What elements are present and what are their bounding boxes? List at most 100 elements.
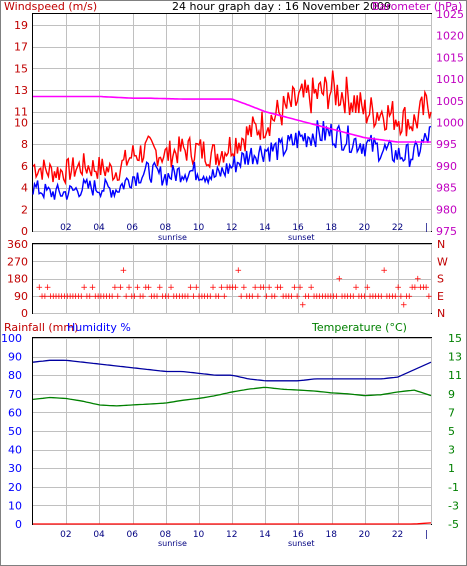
direction-point: + (265, 283, 273, 293)
direction-point: + (103, 292, 111, 302)
direction-point: + (380, 266, 388, 276)
direction-point: + (106, 292, 114, 302)
x-tick-label: 20 (359, 530, 371, 540)
x-tick-label: | (425, 223, 428, 233)
direction-point: + (341, 292, 349, 302)
wind-y-tick: 15 (14, 62, 28, 75)
direction-point: + (206, 292, 214, 302)
x-tick-label: 04 (93, 223, 105, 233)
direction-point: + (136, 292, 144, 302)
direction-point: + (302, 292, 310, 302)
baro-y-tick: 975 (436, 225, 457, 238)
direction-point: + (293, 292, 301, 302)
compass-label: N (437, 238, 445, 251)
direction-y-tick: 0 (21, 307, 28, 320)
humidity-y-tick: 100 (1, 332, 22, 345)
direction-y-tick: 270 (7, 255, 28, 268)
direction-point: + (288, 292, 296, 302)
direction-point: + (321, 292, 329, 302)
direction-point: + (195, 292, 203, 302)
direction-point: + (80, 283, 88, 293)
direction-y-tick: 360 (7, 238, 28, 251)
direction-point: + (142, 283, 150, 293)
direction-point: + (378, 292, 386, 302)
temperature-y-tick: -1 (448, 481, 459, 494)
direction-point: + (64, 292, 72, 302)
wind-y-tick: 19 (14, 19, 28, 32)
wind-y-tick: 10 (14, 117, 28, 130)
direction-point: + (35, 283, 43, 293)
direction-point: + (417, 283, 425, 293)
temperature-y-tick: 9 (448, 388, 455, 401)
temperature-y-tick: 15 (448, 332, 462, 345)
x-tick-label: 04 (93, 530, 105, 540)
sunset-label-2: sunset (288, 539, 315, 548)
x-tick-label: 06 (127, 223, 139, 233)
direction-point: + (58, 292, 66, 302)
direction-point: + (369, 292, 377, 302)
direction-point: + (190, 292, 198, 302)
direction-point: + (47, 292, 55, 302)
direction-point: + (237, 292, 245, 302)
direction-point: + (344, 292, 352, 302)
barometer-line (33, 95, 431, 143)
direction-point: + (184, 292, 192, 302)
humidity-line (32, 359, 432, 382)
direction-point: + (201, 292, 209, 302)
direction-point: + (274, 283, 282, 293)
x-tick-label: 18 (326, 530, 338, 540)
x-tick-label: 02 (60, 530, 71, 540)
wind-panel-series (32, 70, 432, 200)
baro-y-tick: 995 (436, 138, 457, 151)
direction-point: + (153, 292, 161, 302)
direction-point: + (167, 283, 175, 293)
direction-point: + (263, 292, 271, 302)
direction-point: + (364, 283, 372, 293)
direction-point: + (240, 283, 248, 293)
direction-point: + (97, 292, 105, 302)
direction-point: + (425, 292, 433, 302)
x-tick-label: 14 (259, 530, 271, 540)
direction-point: + (349, 292, 357, 302)
direction-point: + (204, 292, 212, 302)
direction-point: + (125, 283, 133, 293)
baro-y-tick: 980 (436, 203, 457, 216)
direction-point: + (159, 292, 167, 302)
direction-point: + (338, 292, 346, 302)
windspeed-label: Windspeed (m/s) (4, 0, 97, 13)
direction-points: ++++++++++++++++++++++++++++++++++++++++… (35, 266, 432, 311)
baro-y-tick: 1020 (436, 30, 464, 43)
rain-x-axis-labels: 02 04 06 08 10 12 14 16 18 20 22 | (60, 530, 428, 540)
direction-point: + (257, 283, 265, 293)
wind-x-axis-labels: 02 04 06 08 10 12 14 16 18 20 22 | (60, 223, 428, 233)
direction-point: + (296, 283, 304, 293)
graph-title: 24 hour graph day : 16 November 2009 (172, 0, 391, 13)
direction-y-axis-labels: 360 270 180 90 0 (7, 238, 28, 320)
direction-point: + (131, 292, 139, 302)
direction-point: + (150, 292, 158, 302)
direction-point: + (83, 292, 91, 302)
baro-y-tick: 985 (436, 182, 457, 195)
direction-point: + (251, 283, 259, 293)
x-tick-label: 14 (259, 223, 271, 233)
direction-point: + (128, 292, 136, 302)
baro-y-axis-labels: 975 980 985 990 995 1000 1005 1010 1015 1020 1025 (436, 8, 464, 238)
humidity-y-tick: 10 (8, 499, 22, 512)
x-tick-label: 12 (226, 223, 237, 233)
direction-point: + (61, 292, 69, 302)
wind-y-tick: 17 (14, 41, 28, 54)
direction-point: + (226, 283, 234, 293)
direction-point: + (307, 283, 315, 293)
baro-y-tick: 1005 (436, 95, 464, 108)
direction-point: + (49, 292, 57, 302)
direction-point: + (164, 292, 172, 302)
direction-point: + (316, 292, 324, 302)
direction-point: + (117, 283, 125, 293)
direction-point: + (100, 292, 108, 302)
direction-point: + (279, 292, 287, 302)
rain-panel-series (32, 359, 432, 525)
